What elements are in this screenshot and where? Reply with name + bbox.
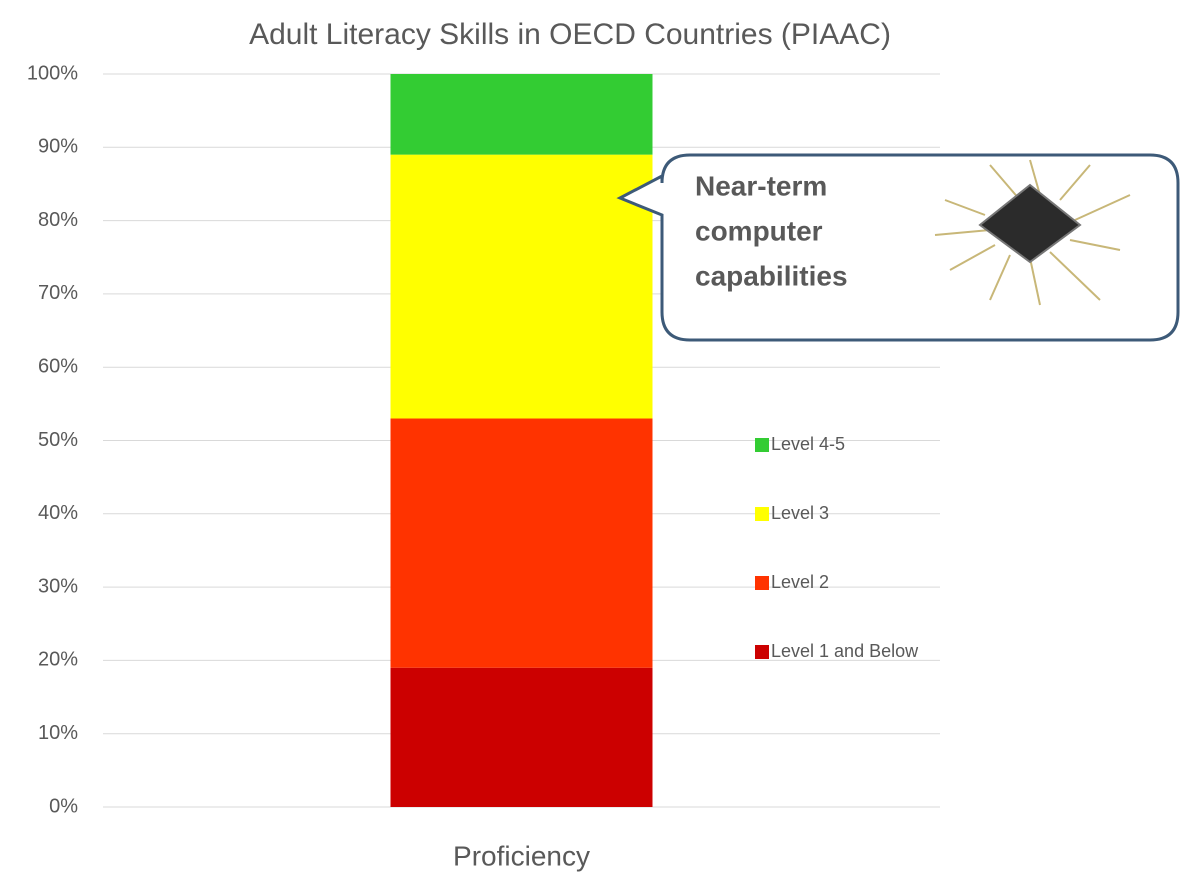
y-tick-label: 50% bbox=[38, 429, 78, 451]
x-tick-label: Proficiency bbox=[453, 840, 590, 871]
legend-swatch bbox=[755, 507, 769, 521]
y-tick-label: 30% bbox=[38, 575, 78, 597]
plot-area: 0% 10% 20% 30% 40% 50% 60% 70% 80% 90% 100% Profici… bbox=[27, 62, 940, 871]
y-tick-label: 80% bbox=[38, 209, 78, 231]
y-tick-label: 40% bbox=[38, 502, 78, 524]
bar-segment bbox=[390, 154, 653, 419]
legend-label: Level 1 and Below bbox=[771, 641, 919, 661]
chip-pins bbox=[934, 159, 1131, 306]
chip-body bbox=[978, 183, 1082, 264]
callout-text: Near-term bbox=[695, 170, 827, 201]
y-tick-label: 70% bbox=[38, 282, 78, 304]
y-tick-label: 10% bbox=[38, 722, 78, 744]
legend-swatch bbox=[755, 438, 769, 452]
legend-label: Level 2 bbox=[771, 572, 829, 592]
y-tick-label: 90% bbox=[38, 136, 78, 158]
legend-label: Level 3 bbox=[771, 503, 829, 523]
bar-segment bbox=[390, 74, 653, 155]
callout: Near-term computer capabilities bbox=[616, 153, 1180, 342]
y-tick-label: 0% bbox=[49, 795, 78, 817]
chart-title: Adult Literacy Skills in OECD Countries … bbox=[249, 18, 891, 51]
chip-icon bbox=[934, 159, 1131, 306]
y-tick-label: 60% bbox=[38, 355, 78, 377]
y-tick-label: 20% bbox=[38, 649, 78, 671]
callout-text: computer bbox=[695, 215, 823, 246]
y-tick-label: 100% bbox=[27, 62, 78, 84]
bar-segment bbox=[390, 418, 653, 668]
legend-label: Level 4-5 bbox=[771, 434, 845, 454]
bar-segment bbox=[390, 667, 653, 807]
legend-swatch bbox=[755, 576, 769, 590]
legend-swatch bbox=[755, 645, 769, 659]
callout-text: capabilities bbox=[695, 260, 848, 291]
